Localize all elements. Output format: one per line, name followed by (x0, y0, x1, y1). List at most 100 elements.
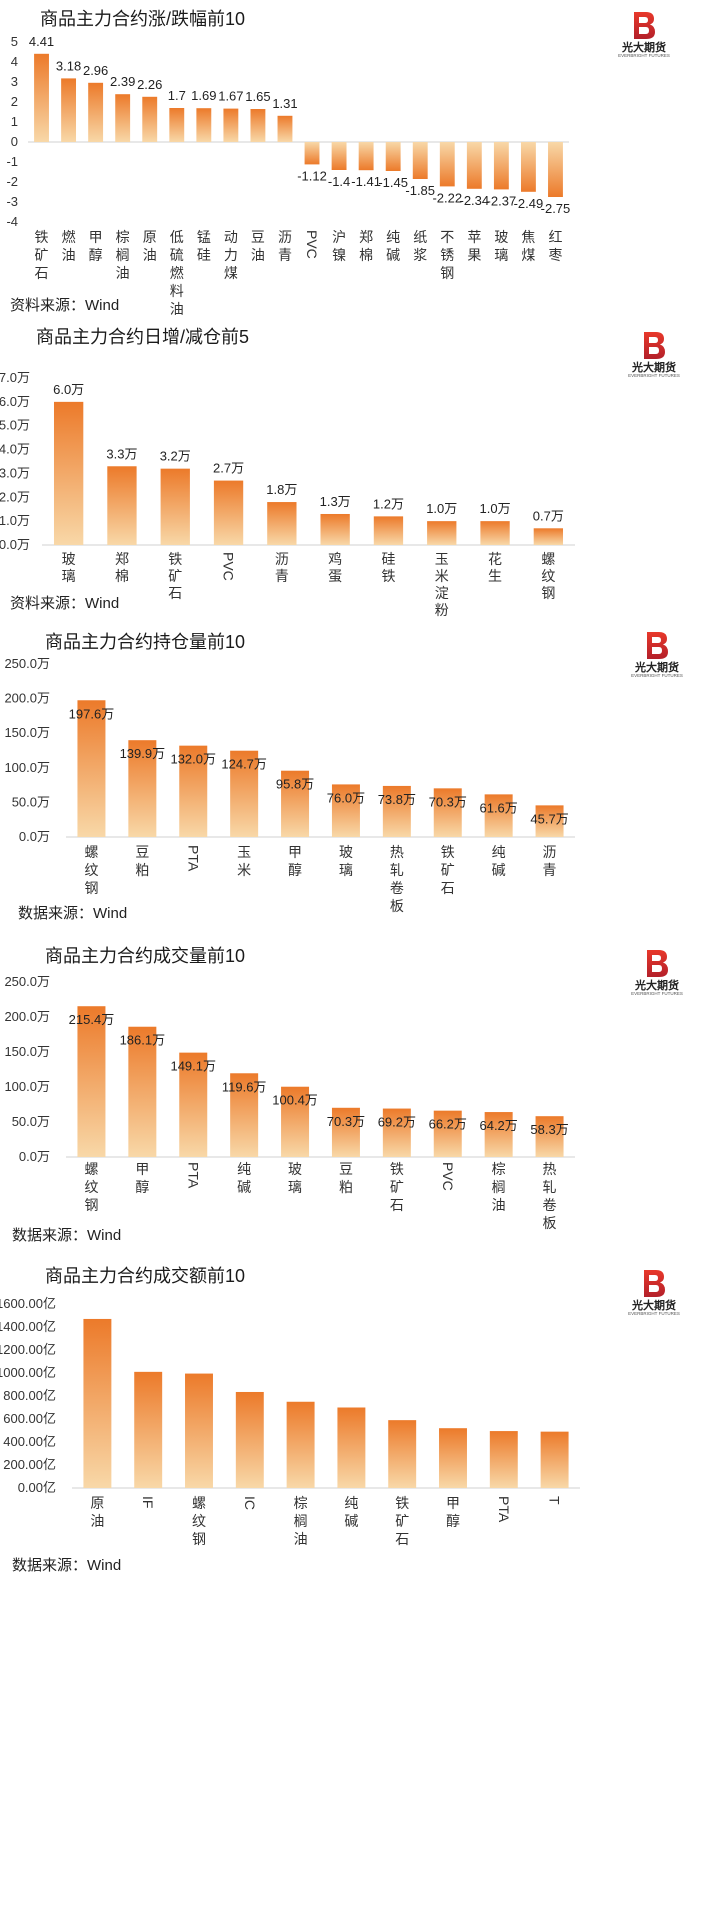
data-label: 4.41 (29, 34, 54, 49)
bar (214, 481, 243, 545)
y-tick-label: 150.0万 (4, 1044, 50, 1059)
data-label: -1.45 (378, 175, 408, 190)
y-tick-label: -3 (6, 194, 18, 209)
data-label: -2.37 (487, 193, 517, 208)
bar (83, 1319, 111, 1488)
category-label: 铁矿石 (168, 551, 182, 601)
bar (115, 94, 130, 142)
bar (107, 466, 136, 545)
bar (305, 142, 320, 164)
bar (77, 1006, 105, 1157)
bar (521, 142, 536, 192)
bar (534, 528, 563, 545)
logo-name-en: EVERBRIGHT FUTURES (631, 991, 683, 996)
logo-name: 光大期货 (631, 360, 676, 374)
bar (250, 109, 265, 142)
category-label: 沥青 (543, 844, 557, 878)
data-label: 197.6万 (69, 706, 115, 721)
category-label: 原油 (143, 229, 157, 263)
category-label: 低硫燃料油 (170, 229, 184, 317)
chart-title: 商品主力合约日增/减仓前5 (36, 327, 249, 347)
data-label: 139.9万 (120, 746, 166, 761)
data-label: 3.3万 (106, 446, 137, 461)
data-label: 70.3万 (327, 1114, 365, 1129)
data-label: 186.1万 (120, 1033, 166, 1048)
y-tick-label: 4 (11, 54, 18, 69)
data-label: 1.0万 (426, 501, 457, 516)
logo-name: 光大期货 (631, 1298, 676, 1312)
y-tick-label: 200.00亿 (3, 1457, 56, 1472)
bar (388, 1420, 416, 1488)
data-label: 58.3万 (530, 1122, 568, 1137)
category-label: 玻璃 (494, 229, 508, 263)
category-label: 螺纹钢 (541, 551, 555, 601)
category-label: 花生 (488, 551, 502, 584)
data-label: 0.7万 (533, 508, 564, 523)
category-label: 铁矿石 (395, 1495, 409, 1547)
data-label: 76.0万 (327, 790, 365, 805)
category-label: 玻璃 (288, 1161, 302, 1195)
chart-title: 商品主力合约持仓量前10 (45, 632, 245, 652)
data-label: 61.6万 (479, 800, 517, 815)
y-tick-label: 200.0万 (4, 1009, 50, 1024)
y-tick-label: 5 (11, 34, 18, 49)
category-label: 棕榈油 (116, 229, 130, 281)
y-tick-label: 2 (11, 94, 18, 109)
logo-mark-icon (644, 332, 665, 359)
y-tick-label: 50.0万 (12, 1114, 50, 1129)
category-label: 玻璃 (62, 551, 76, 584)
category-label: 红枣 (548, 229, 562, 263)
category-label: 热轧卷板 (390, 844, 404, 914)
bar (427, 521, 456, 545)
category-label: 甲醇 (288, 844, 302, 878)
category-label: 硅铁 (381, 551, 395, 584)
category-label: 沥青 (275, 551, 289, 584)
y-tick-label: 50.0万 (12, 794, 50, 809)
category-label: 锰硅 (197, 229, 211, 263)
bar (467, 142, 482, 189)
source-note: 资料来源：Wind (10, 595, 119, 612)
data-label: 1.2万 (373, 496, 404, 511)
logo-name: 光大期货 (634, 660, 679, 674)
y-tick-label: 400.00亿 (3, 1434, 56, 1449)
y-tick-label: -1 (6, 154, 18, 169)
bar (490, 1431, 518, 1488)
y-tick-label: 150.0万 (4, 725, 50, 740)
data-label: 70.3万 (429, 794, 467, 809)
bar (439, 1428, 467, 1488)
bar (278, 116, 293, 142)
category-label: T (547, 1496, 563, 1505)
chart-open-interest: 商品主力合约持仓量前10 光大期货 EVERBRIGHT FUTURES 250.0万… (0, 620, 709, 940)
data-label: 1.65 (245, 89, 270, 104)
data-label: 95.8万 (276, 777, 314, 792)
chart-title: 商品主力合约成交量前10 (45, 946, 245, 966)
category-label: 纯碱 (237, 1161, 251, 1195)
y-tick-label: 100.0万 (4, 1079, 50, 1094)
data-label: 1.67 (218, 89, 243, 104)
data-label: -1.85 (405, 183, 435, 198)
source-note: 资料来源：Wind (10, 297, 119, 314)
data-label: -1.12 (297, 168, 327, 183)
data-label: 100.4万 (272, 1093, 318, 1108)
category-label: 纯碱 (492, 844, 506, 878)
bar (541, 1432, 569, 1488)
y-tick-label: 1400.00亿 (0, 1319, 56, 1334)
category-label: PVC (440, 1162, 456, 1191)
logo-name-en: EVERBRIGHT FUTURES (631, 673, 683, 678)
category-label: 纯碱 (344, 1495, 358, 1529)
bar (236, 1392, 264, 1488)
data-label: 119.6万 (222, 1079, 267, 1094)
bar (332, 142, 347, 170)
brand-logo: 光大期货EVERBRIGHT FUTURES (618, 12, 670, 58)
data-label: 1.0万 (480, 501, 511, 516)
y-tick-label: 800.00亿 (3, 1388, 56, 1403)
data-label: 3.2万 (160, 449, 191, 464)
category-label: 郑棉 (359, 229, 373, 263)
y-tick-label: 200.0万 (4, 691, 50, 706)
logo-mark-icon (647, 950, 668, 977)
category-label: 铁矿石 (35, 229, 49, 281)
y-tick-label: 600.00亿 (3, 1411, 56, 1426)
source-note: 数据来源：Wind (18, 905, 127, 922)
category-label: 螺纹钢 (84, 844, 98, 896)
